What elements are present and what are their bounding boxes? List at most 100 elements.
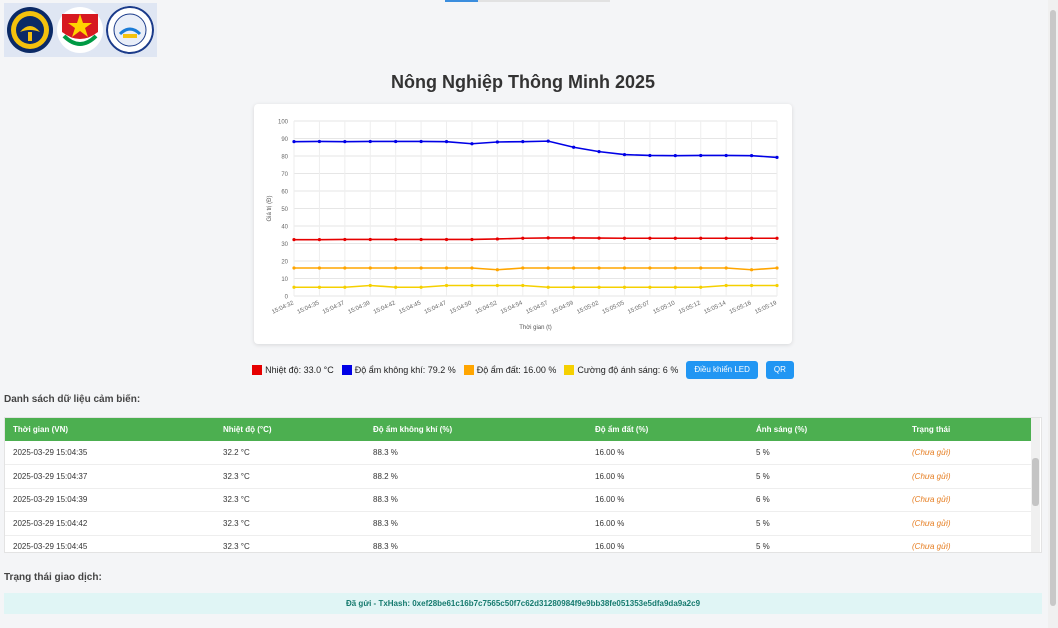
data-point-temp (394, 237, 398, 242)
x-tick-label: 15:04:32 (271, 300, 295, 316)
data-point-soil (572, 266, 576, 270)
data-point-temp (495, 237, 499, 241)
sensor-chart-card: 0 10 20 30 40 50 60 70 80 90 100 15:04:32 15:04:35 15… (254, 104, 792, 344)
data-point-soil (394, 266, 398, 270)
legend-swatch-soil-moisture (463, 365, 474, 375)
cell-time: 2025-03-29 15:04:37 (13, 471, 88, 481)
data-point-soil (699, 266, 703, 270)
data-point-light (317, 285, 322, 289)
led-control-button[interactable]: Điều khiển LED (686, 361, 758, 379)
table-header-row: Thời gian (VN) Nhiệt độ (°C) Độ ẩm không… (5, 418, 1031, 441)
x-tick-label: 15:04:42 (373, 300, 397, 316)
y-tick-label: 90 (281, 137, 288, 143)
x-tick-label: 15:04:39 (347, 300, 371, 316)
cell-light: 5 % (756, 518, 770, 528)
data-point-light (368, 283, 372, 288)
table-row: 2025-03-29 15:04:45 32.3 °C 88.3 % 16.00 % 5… (5, 535, 1031, 552)
data-point-temp (673, 236, 677, 240)
data-point-soil (724, 266, 728, 270)
y-tick-label: 60 (281, 190, 288, 196)
x-tick-label: 15:04:45 (398, 300, 422, 316)
data-point-temp (775, 236, 779, 240)
data-point-air (572, 145, 576, 149)
data-point-light (343, 285, 347, 289)
data-point-light (546, 285, 550, 289)
cell-status: (Chưa gửi) (912, 542, 951, 552)
x-tick-label: 15:04:50 (449, 300, 473, 316)
data-point-air (775, 155, 779, 159)
legend-bar: Nhiệt độ: 33.0 °C Độ ẩm không khí: 79.2 … (0, 360, 1046, 380)
data-point-air (470, 142, 474, 146)
cell-light: 5 % (756, 448, 770, 457)
cell-soil-moisture: 16.00 % (595, 495, 625, 505)
data-point-light (622, 285, 627, 289)
data-point-air (648, 153, 652, 158)
legend-swatch-light (564, 365, 575, 375)
data-point-soil (419, 266, 423, 270)
data-point-air (394, 139, 398, 144)
cell-light: 5 % (756, 471, 770, 481)
x-tick-label: 15:04:52 (475, 300, 499, 316)
data-point-air (292, 140, 296, 144)
cell-status: (Chưa gửi) (912, 448, 951, 457)
data-point-temp (699, 236, 703, 240)
data-point-soil (521, 266, 525, 270)
cell-temperature: 32.2 °C (223, 448, 250, 457)
sensor-table-container[interactable]: Thời gian (VN) Nhiệt độ (°C) Độ ẩm không… (4, 417, 1042, 553)
cell-temperature: 32.3 °C (223, 471, 250, 481)
table-scrollbar-thumb[interactable] (1032, 458, 1039, 506)
y-tick-label: 40 (281, 225, 288, 231)
youth-union-emblem-icon (57, 7, 103, 53)
data-point-temp (597, 236, 601, 240)
data-point-soil (648, 266, 652, 270)
data-point-light (597, 285, 601, 289)
data-point-light (292, 285, 296, 289)
data-point-temp (317, 238, 322, 242)
data-point-light (673, 285, 677, 289)
y-tick-label: 100 (278, 120, 289, 126)
cell-light: 6 % (756, 495, 770, 505)
cell-light: 5 % (756, 542, 770, 552)
data-point-temp (343, 237, 347, 242)
cell-air-humidity: 88.2 % (373, 471, 398, 481)
y-axis-label: Giá trị (Đ) (267, 196, 273, 222)
data-point-temp (622, 236, 627, 240)
transaction-heading: Trạng thái giao dịch: (4, 572, 102, 583)
legend-label-soil-moisture: Độ ẩm đất: 16.00 % (476, 365, 557, 375)
table-row: 2025-03-29 15:04:37 32.3 °C 88.2 % 16.00 % 5… (5, 465, 1031, 488)
y-tick-label: 20 (281, 260, 288, 266)
data-point-light (724, 283, 728, 288)
data-point-soil (546, 266, 550, 270)
data-point-soil (317, 266, 322, 270)
table-scrollbar[interactable] (1031, 418, 1040, 552)
data-point-air (622, 153, 627, 157)
cell-air-humidity: 88.3 % (373, 448, 398, 457)
cell-temperature: 32.3 °C (223, 495, 250, 505)
data-point-air (673, 154, 677, 158)
qr-button[interactable]: QR (765, 361, 794, 379)
data-point-light (495, 283, 499, 288)
column-header-soil-moisture: Độ ẩm đất (%) (595, 425, 649, 434)
cell-status: (Chưa gửi) (912, 471, 951, 481)
legend-label-temperature: Nhiệt độ: 33.0 °C (265, 365, 334, 375)
page-scrollbar-thumb[interactable] (1050, 10, 1056, 606)
x-tick-label: 15:05:16 (729, 300, 753, 316)
x-tick-label: 15:04:37 (322, 300, 346, 316)
x-tick-label: 15:05:02 (576, 300, 600, 316)
cell-time: 2025-03-29 15:04:35 (13, 448, 88, 457)
page-scrollbar[interactable] (1048, 0, 1058, 628)
data-point-light (699, 285, 703, 289)
cell-status: (Chưa gửi) (912, 495, 951, 505)
data-point-temp (521, 236, 525, 240)
data-point-light (775, 283, 779, 288)
data-point-soil (470, 266, 474, 270)
data-point-air (724, 153, 728, 158)
x-tick-label: 15:05:07 (627, 300, 651, 316)
data-point-air (699, 153, 703, 158)
data-point-light (470, 283, 474, 288)
cell-soil-moisture: 16.00 % (595, 542, 625, 552)
data-point-light (521, 283, 525, 288)
data-point-temp (724, 236, 728, 240)
data-point-temp (749, 236, 754, 240)
legend-label-light: Cường độ ánh sáng: 6 % (577, 365, 679, 375)
